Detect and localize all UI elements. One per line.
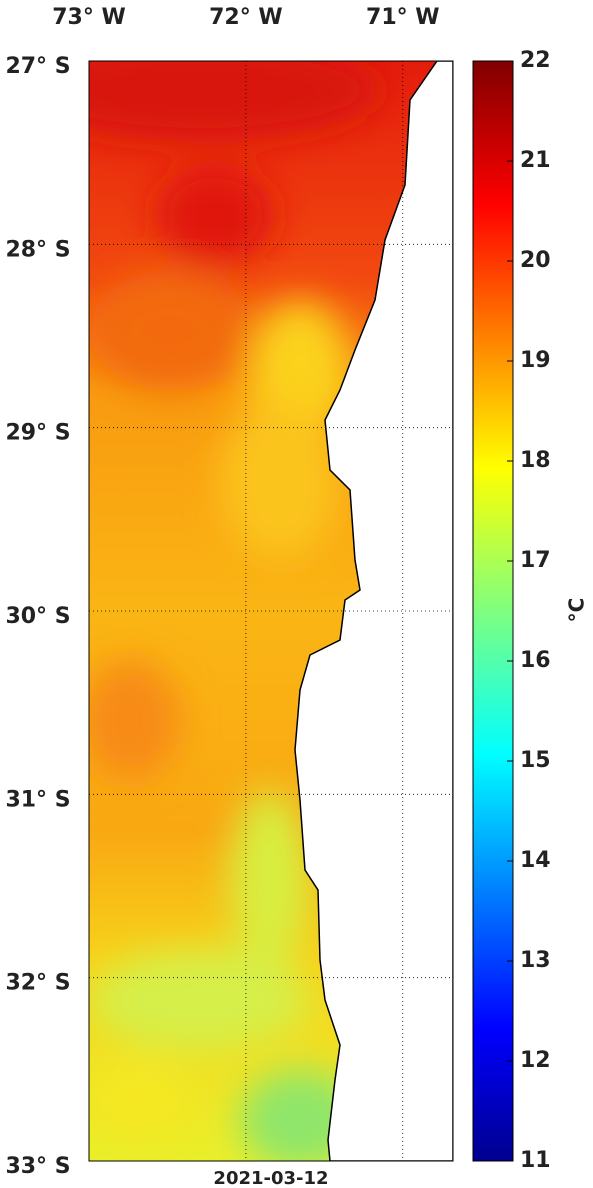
colorbar-tick-label: 12 xyxy=(520,1048,551,1073)
colorbar-tick-label: 19 xyxy=(520,348,551,373)
colorbar-tick-label: 20 xyxy=(520,248,551,273)
lon-tick-label: 73° W xyxy=(52,5,126,30)
lon-tick-label: 71° W xyxy=(366,5,440,30)
lat-tick-label: 32° S xyxy=(5,971,70,996)
colorbar-tick-label: 14 xyxy=(520,848,551,873)
sst-field xyxy=(89,61,453,1161)
lat-tick-label: 29° S xyxy=(5,421,70,446)
colorbar-label: °C xyxy=(565,598,589,623)
colorbar-tick-label: 15 xyxy=(520,748,551,773)
colorbar-tick-label: 17 xyxy=(520,548,551,573)
lon-tick-label: 72° W xyxy=(209,5,283,30)
colorbar-tick-label: 22 xyxy=(520,48,551,73)
colorbar-tick-label: 18 xyxy=(520,448,551,473)
colorbar-tick-label: 16 xyxy=(520,648,551,673)
lat-tick-label: 30° S xyxy=(5,604,70,629)
date-label: 2021-03-12 xyxy=(213,1168,328,1188)
lat-tick-label: 28° S xyxy=(5,237,70,262)
colorbar-tick-label: 11 xyxy=(520,1148,551,1173)
plot-frame xyxy=(88,60,454,1162)
lat-tick-label: 33° S xyxy=(5,1154,70,1179)
colorbar-tick-label: 13 xyxy=(520,948,551,973)
colorbar-tick-label: 21 xyxy=(520,148,551,173)
colorbar xyxy=(472,60,514,1162)
lat-tick-label: 27° S xyxy=(5,54,70,79)
lat-tick-label: 31° S xyxy=(5,787,70,812)
